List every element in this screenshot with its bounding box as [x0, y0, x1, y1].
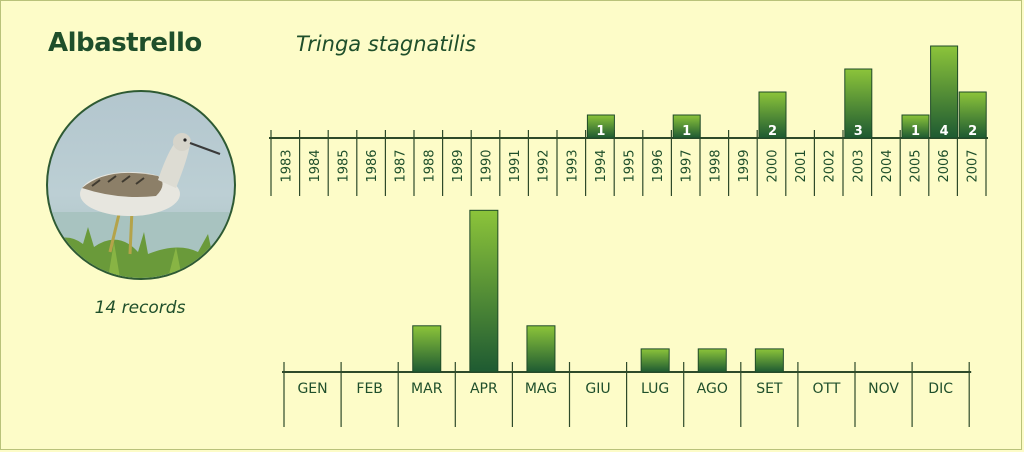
month-tick-label: MAR — [411, 381, 443, 397]
year-bar — [844, 68, 873, 139]
monthly-records-chart: GEN FEB MAR APR MAG GIU LUG AGO SET OTT NOV DIC — [282, 209, 972, 427]
month-tick-label: SET — [756, 381, 783, 397]
year-tick-label: 2005 — [909, 149, 924, 182]
year-tick-label: 2006 — [937, 149, 952, 182]
year-tick-label: 2000 — [766, 149, 781, 182]
year-tick-label: 1989 — [451, 149, 466, 182]
year-tick-label: 1998 — [708, 149, 723, 182]
month-tick-label: NOV — [868, 381, 899, 397]
month-bar — [754, 348, 784, 373]
year-tick-label: 1995 — [623, 149, 638, 182]
month-tick-label: APR — [470, 381, 498, 397]
year-bar-value-label: 1 — [682, 124, 691, 139]
month-tick-label: GIU — [585, 381, 610, 397]
month-bar — [640, 348, 670, 373]
year-bar — [758, 91, 787, 139]
month-bar — [412, 325, 442, 373]
year-bar — [930, 45, 959, 139]
month-bar — [526, 325, 556, 373]
month-tick-label: FEB — [356, 381, 383, 397]
year-bar-value-label: 3 — [854, 124, 863, 139]
year-tick-label: 1987 — [394, 149, 409, 182]
year-tick-label: 2004 — [880, 149, 895, 182]
year-tick-label: 1994 — [594, 149, 609, 182]
year-tick-label: 1997 — [680, 149, 695, 182]
year-tick-label: 2007 — [966, 149, 981, 182]
year-bar-value-label: 4 — [940, 124, 949, 139]
year-tick-label: 1991 — [508, 149, 523, 182]
year-bar-value-label: 1 — [596, 124, 605, 139]
yearly-records-chart: 1983 1984 1985 1986 1987 1988 1989 1990 1991 1992… — [269, 45, 988, 196]
year-bar-value-label: 2 — [768, 124, 777, 139]
year-bar-value-label: 2 — [968, 124, 977, 139]
year-tick-label: 1985 — [337, 149, 352, 182]
year-tick-label: 1993 — [565, 149, 580, 182]
year-bar — [586, 114, 615, 139]
species-latin-name: Tringa stagnatilis — [296, 32, 477, 56]
month-tick-label: MAG — [525, 381, 557, 397]
records-count: 14 records — [94, 298, 186, 318]
year-bar — [901, 114, 930, 139]
year-tick-label: 1990 — [480, 149, 495, 182]
year-tick-label: 1999 — [737, 149, 752, 182]
month-tick-label: DIC — [928, 381, 953, 397]
month-bar — [469, 209, 499, 373]
year-bar — [672, 114, 701, 139]
year-tick-label: 1986 — [365, 149, 380, 182]
year-tick-label: 2001 — [794, 149, 809, 182]
month-tick-label: AGO — [697, 381, 728, 397]
year-tick-label: 2003 — [851, 149, 866, 182]
month-tick-label: LUG — [641, 381, 669, 397]
year-tick-label: 1988 — [422, 149, 437, 182]
month-bar — [697, 348, 727, 373]
month-tick-label: OTT — [813, 381, 841, 397]
year-tick-label: 2002 — [823, 149, 838, 182]
year-tick-label: 1984 — [308, 149, 323, 182]
year-tick-label: 1992 — [537, 149, 552, 182]
month-tick-label: GEN — [297, 381, 327, 397]
species-common-name: Albastrello — [48, 28, 202, 58]
year-bar-value-label: 1 — [911, 124, 920, 139]
year-bar — [958, 91, 987, 139]
year-tick-label: 1983 — [279, 149, 294, 182]
year-tick-label: 1996 — [651, 149, 666, 182]
